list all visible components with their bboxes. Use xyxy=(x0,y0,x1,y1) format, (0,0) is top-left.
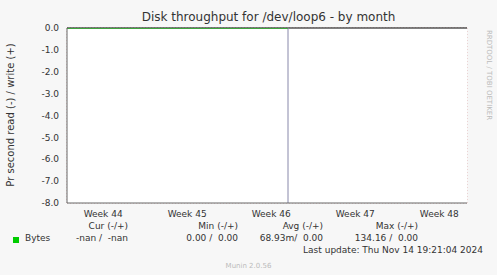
html-text:Bytes: Bytes xyxy=(25,233,51,243)
svg-text:-2.0: -2.0 xyxy=(41,67,59,77)
html-text:Cur (-/+): Cur (-/+) xyxy=(88,221,128,231)
svg-text:Week 45: Week 45 xyxy=(168,209,207,219)
svg-text:-7.0: -7.0 xyxy=(41,176,59,186)
svg-text:-5.0: -5.0 xyxy=(41,133,59,143)
svg-text:-6.0: -6.0 xyxy=(41,154,59,164)
svg-text:0.0: 0.0 xyxy=(45,23,60,33)
html-text:0.00 / 0.00: 0.00 / 0.00 xyxy=(186,233,238,243)
html-text:Pr second read (-) / write (+): Pr second read (-) / write (+) xyxy=(4,43,16,187)
html-text:134.16 / 0.00: 134.16 / 0.00 xyxy=(354,233,418,243)
html-text:Avg (-/+): Avg (-/+) xyxy=(282,221,323,231)
svg-text:Week 47: Week 47 xyxy=(336,209,375,219)
svg-text:Week 46: Week 46 xyxy=(252,209,291,219)
svg-text:-8.0: -8.0 xyxy=(41,198,59,208)
svg-text:-3.0: -3.0 xyxy=(41,89,59,99)
html-text:Last update: Thu Nov 14 19:21:: Last update: Thu Nov 14 19:21:04 2024 xyxy=(303,245,483,255)
html-text:Munin 2.0.56: Munin 2.0.56 xyxy=(225,262,272,270)
svg-text:Week 48: Week 48 xyxy=(420,209,459,219)
html-text:Min (-/+): Min (-/+) xyxy=(198,221,238,231)
svg-text:-1.0: -1.0 xyxy=(41,45,59,55)
html-text:Disk throughput for /dev/loop6: Disk throughput for /dev/loop6 - by mont… xyxy=(141,10,396,24)
svg-text:-4.0: -4.0 xyxy=(41,111,59,121)
html-text:-nan / -nan: -nan / -nan xyxy=(76,233,128,243)
html-text:Max (-/+): Max (-/+) xyxy=(375,221,418,231)
html-text:68.93m/ 0.00: 68.93m/ 0.00 xyxy=(259,233,323,243)
svg-text:Week 44: Week 44 xyxy=(84,209,123,219)
html-text:RRDTOOL / TOBI OETIKER: RRDTOOL / TOBI OETIKER xyxy=(485,29,493,121)
